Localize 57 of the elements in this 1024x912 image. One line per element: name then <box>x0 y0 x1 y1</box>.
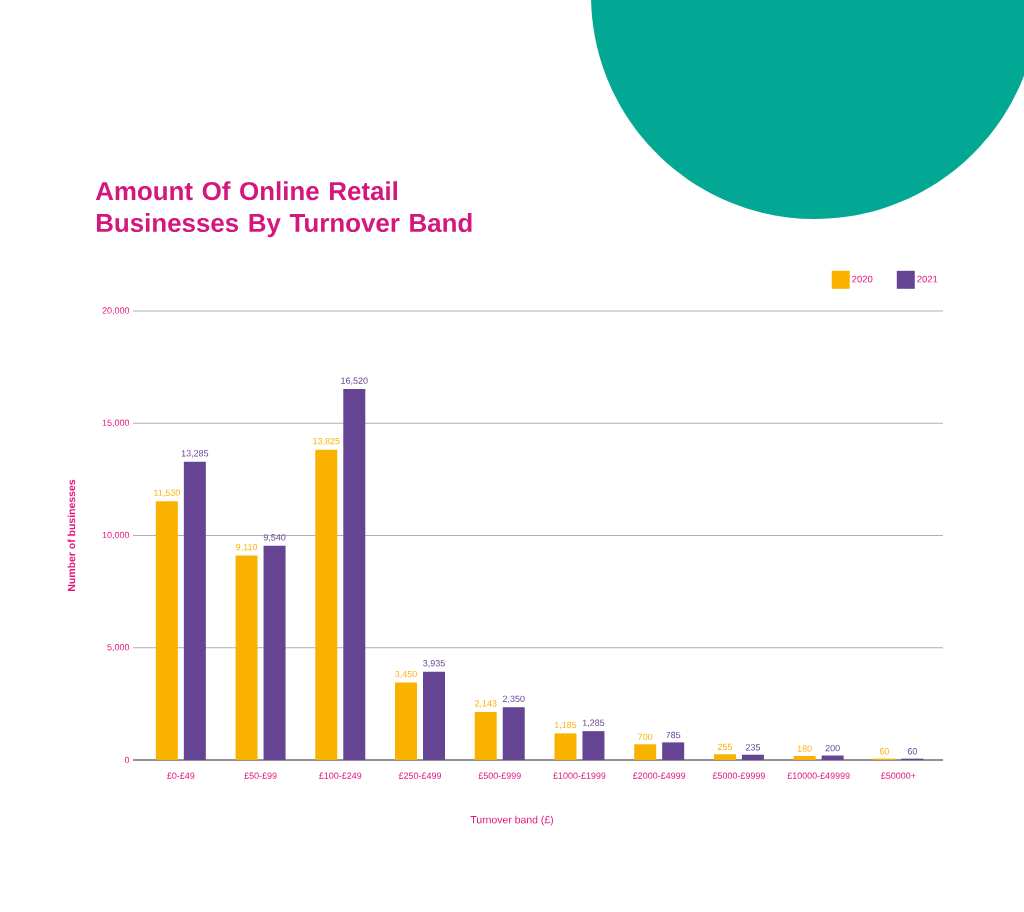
x-tick-label: £100-£249 <box>319 772 362 779</box>
data-label: 11,530 <box>154 489 180 497</box>
legend-label: 2021 <box>917 275 938 283</box>
y-tick-label: 0 <box>124 756 130 764</box>
chart-title: Amount Of Online Retail Businesses By Turnover Band <box>95 181 472 238</box>
data-label: 2,350 <box>502 695 525 704</box>
data-label: 1,285 <box>582 719 605 727</box>
bar <box>662 742 685 760</box>
data-label: 9,540 <box>263 534 286 542</box>
data-label: 3,935 <box>423 660 445 668</box>
x-tick-label: £50-£99 <box>244 772 277 779</box>
data-label: 200 <box>825 744 840 752</box>
x-tick-label: £250-£499 <box>398 772 442 779</box>
data-label: 700 <box>638 733 653 741</box>
data-label: 180 <box>797 745 812 752</box>
bar <box>582 731 605 760</box>
data-label: 13,825 <box>313 438 340 446</box>
bar <box>183 461 206 760</box>
data-label: 9,110 <box>236 543 258 552</box>
bar <box>395 682 418 760</box>
bar <box>474 711 497 760</box>
y-tick-label: 15,000 <box>102 419 130 427</box>
bar <box>315 449 338 760</box>
data-label: 2,143 <box>474 700 497 708</box>
bar <box>263 545 286 760</box>
x-axis-title: Turnover band (£) <box>470 815 553 826</box>
bar <box>423 671 446 760</box>
x-tick-label: £10000-£49999 <box>787 772 850 779</box>
data-label: 1,185 <box>554 721 577 730</box>
bar <box>235 555 258 760</box>
data-label: 785 <box>666 731 681 739</box>
x-tick-label: £1000-£1999 <box>553 772 606 779</box>
data-label: 60 <box>879 748 889 755</box>
legend-label: 2020 <box>852 275 873 283</box>
x-tick-label: £5000-£9999 <box>712 772 765 779</box>
y-tick-label: 5,000 <box>107 644 130 652</box>
x-tick-label: £500-£999 <box>478 772 521 779</box>
bar <box>343 389 366 760</box>
data-label: 16,520 <box>341 377 368 385</box>
data-label: 60 <box>907 748 917 755</box>
bar <box>713 754 736 760</box>
bar <box>741 754 764 760</box>
bar <box>502 707 525 760</box>
data-label: 255 <box>717 743 733 751</box>
x-tick-label: £2000-£4999 <box>633 772 686 779</box>
data-label: 235 <box>745 744 761 751</box>
bar <box>155 501 178 760</box>
bar <box>634 744 657 760</box>
bar <box>793 755 816 760</box>
y-tick-label: 20,000 <box>102 307 130 315</box>
data-label: 3,450 <box>395 670 417 679</box>
x-tick-label: £50000+ <box>881 772 916 779</box>
x-tick-label: £0-£49 <box>167 772 195 779</box>
y-tick-label: 10,000 <box>102 531 130 540</box>
data-label: 13,285 <box>181 450 209 458</box>
y-axis-title: Number of businesses <box>67 479 76 591</box>
bar <box>554 733 577 760</box>
